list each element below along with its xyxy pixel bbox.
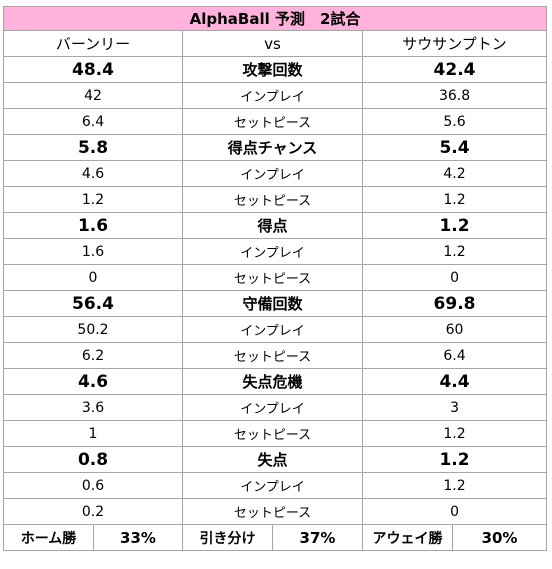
sub-stat-row: 1.2 セットピース 1.2	[3, 186, 548, 213]
stat-label: セットピース	[182, 420, 363, 447]
away-value: 69.8	[361, 290, 548, 317]
stat-label: インプレイ	[182, 238, 363, 265]
sub-stat-row: 4.6 インプレイ 4.2	[3, 160, 548, 187]
stat-label: 攻撃回数	[182, 56, 363, 83]
header-row: バーンリー vs サウサンプトン	[3, 30, 548, 57]
home-win-label: ホーム勝	[3, 524, 94, 551]
stat-label: 失点危機	[182, 368, 363, 395]
stat-label: セットピース	[182, 186, 363, 213]
home-value: 1	[3, 420, 183, 447]
stat-label: 守備回数	[182, 290, 363, 317]
away-value: 1.2	[361, 420, 548, 447]
sub-stat-row: 1.6 インプレイ 1.2	[3, 238, 548, 265]
stat-row: 1.6 得点 1.2	[3, 212, 548, 239]
home-value: 50.2	[3, 316, 183, 343]
sub-stat-row: 0 セットピース 0	[3, 264, 548, 291]
away-value: 3	[361, 394, 548, 421]
home-value: 1.2	[3, 186, 183, 213]
sub-stat-row: 6.4 セットピース 5.6	[3, 108, 548, 135]
away-value: 1.2	[361, 446, 548, 473]
away-value: 0	[361, 498, 548, 525]
away-value: 1.2	[361, 472, 548, 499]
table-title: AlphaBall 予測 2試合	[2, 6, 548, 31]
away-value: 1.2	[361, 238, 548, 265]
home-value: 0	[3, 264, 183, 291]
draw-pct: 37%	[272, 524, 363, 551]
stat-row: 56.4 守備回数 69.8	[3, 290, 548, 317]
sub-stat-row: 6.2 セットピース 6.4	[3, 342, 548, 369]
sub-stat-row: 0.2 セットピース 0	[3, 498, 548, 525]
away-value: 1.2	[361, 212, 548, 239]
stat-row: 4.6 失点危機 4.4	[3, 368, 548, 395]
home-team-name: バーンリー	[3, 30, 183, 57]
away-value: 4.4	[361, 368, 548, 395]
stat-label: セットピース	[182, 498, 363, 525]
home-value: 6.4	[3, 108, 183, 135]
stat-label: セットピース	[182, 108, 363, 135]
sub-stat-row: 0.6 インプレイ 1.2	[3, 472, 548, 499]
stat-label: セットピース	[182, 342, 363, 369]
away-value: 60	[361, 316, 548, 343]
away-win-label: アウェイ勝	[362, 524, 453, 551]
home-value: 6.2	[3, 342, 183, 369]
home-value: 3.6	[3, 394, 183, 421]
home-win-pct: 33%	[93, 524, 183, 551]
home-value: 48.4	[3, 56, 183, 83]
away-win-pct: 30%	[451, 524, 548, 551]
away-value: 6.4	[361, 342, 548, 369]
away-team-name: サウサンプトン	[361, 30, 548, 57]
stat-label: インプレイ	[182, 82, 363, 109]
stat-row: 0.8 失点 1.2	[3, 446, 548, 473]
prediction-table: AlphaBall 予測 2試合 バーンリー vs サウサンプトン 48.4 攻撃…	[2, 6, 548, 551]
stat-label: インプレイ	[182, 472, 363, 499]
stat-label: 得点	[182, 212, 363, 239]
vs-label: vs	[182, 30, 363, 57]
sub-stat-row: 1 セットピース 1.2	[3, 420, 548, 447]
stat-row: 5.8 得点チャンス 5.4	[3, 134, 548, 161]
title-row: AlphaBall 予測 2試合	[2, 6, 548, 31]
home-value: 0.6	[3, 472, 183, 499]
stat-label: インプレイ	[182, 394, 363, 421]
home-value: 56.4	[3, 290, 183, 317]
home-value: 0.8	[3, 446, 183, 473]
away-value: 1.2	[361, 186, 548, 213]
footer-row: ホーム勝 33% 引き分け 37% アウェイ勝 30%	[3, 524, 548, 551]
home-value: 0.2	[3, 498, 183, 525]
home-value: 42	[3, 82, 183, 109]
sub-stat-row: 3.6 インプレイ 3	[3, 394, 548, 421]
home-value: 5.8	[3, 134, 183, 161]
away-value: 5.6	[361, 108, 548, 135]
home-value: 1.6	[3, 212, 183, 239]
stat-label: 失点	[182, 446, 363, 473]
home-value: 4.6	[3, 368, 183, 395]
stat-label: セットピース	[182, 264, 363, 291]
away-value: 0	[361, 264, 548, 291]
sub-stat-row: 50.2 インプレイ 60	[3, 316, 548, 343]
sub-stat-row: 42 インプレイ 36.8	[3, 82, 548, 109]
draw-label: 引き分け	[182, 524, 273, 551]
stat-label: 得点チャンス	[182, 134, 363, 161]
stat-label: インプレイ	[182, 316, 363, 343]
stat-label: インプレイ	[182, 160, 363, 187]
away-value: 36.8	[361, 82, 548, 109]
away-value: 4.2	[361, 160, 548, 187]
home-value: 1.6	[3, 238, 183, 265]
away-value: 5.4	[361, 134, 548, 161]
stat-row: 48.4 攻撃回数 42.4	[3, 56, 548, 83]
away-value: 42.4	[361, 56, 548, 83]
home-value: 4.6	[3, 160, 183, 187]
